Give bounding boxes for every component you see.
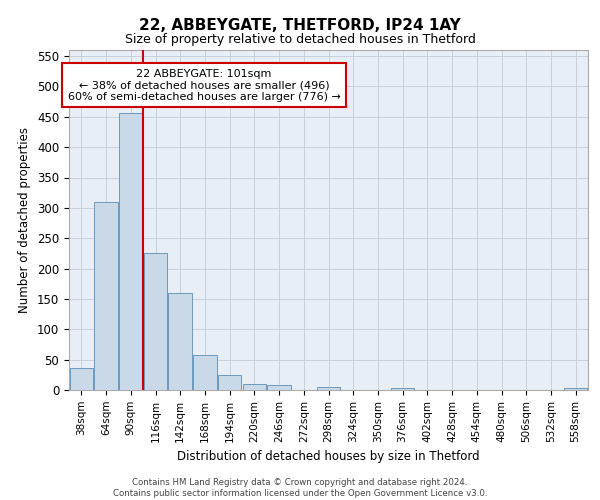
Text: Size of property relative to detached houses in Thetford: Size of property relative to detached ho… [125,32,475,46]
Text: 22, ABBEYGATE, THETFORD, IP24 1AY: 22, ABBEYGATE, THETFORD, IP24 1AY [139,18,461,32]
Bar [94,202,118,390]
Bar [169,294,192,390]
Bar [119,113,143,390]
Bar [193,355,217,390]
Bar [70,368,93,390]
Bar [564,388,587,390]
Bar [218,375,241,390]
Bar [391,388,415,390]
Text: Contains HM Land Registry data © Crown copyright and database right 2024.
Contai: Contains HM Land Registry data © Crown c… [113,478,487,498]
Bar [144,253,167,390]
Bar [268,385,291,390]
X-axis label: Distribution of detached houses by size in Thetford: Distribution of detached houses by size … [177,450,480,463]
Y-axis label: Number of detached properties: Number of detached properties [19,127,31,313]
Text: 22 ABBEYGATE: 101sqm
← 38% of detached houses are smaller (496)
60% of semi-deta: 22 ABBEYGATE: 101sqm ← 38% of detached h… [68,68,340,102]
Bar [242,384,266,390]
Bar [317,387,340,390]
